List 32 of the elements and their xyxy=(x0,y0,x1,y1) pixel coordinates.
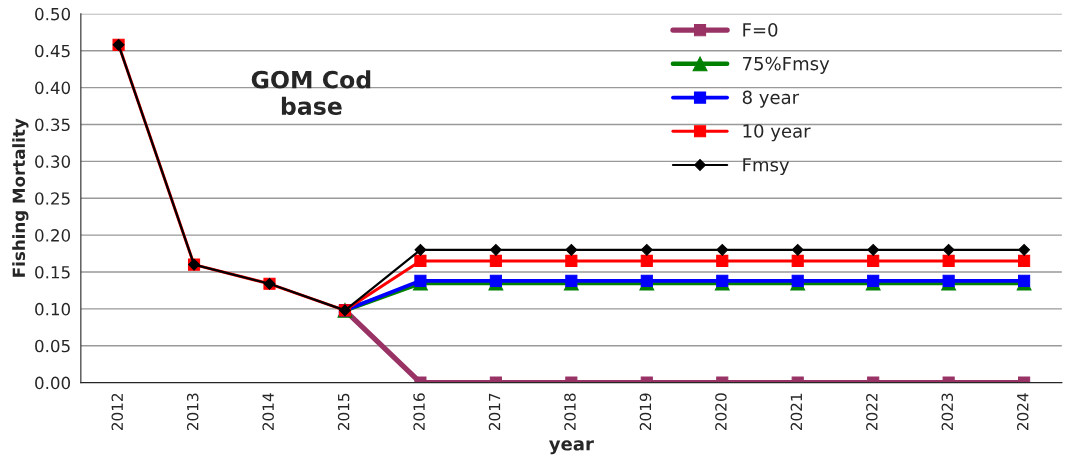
x-tick-label: 2021 xyxy=(790,393,803,431)
annotation: GOM Cod base xyxy=(251,70,371,116)
x-tick-label: 2020 xyxy=(715,393,727,431)
y-tick-label: 0.10 xyxy=(35,302,71,316)
x-tick-label: 2019 xyxy=(639,393,652,431)
legend-label: F=0 xyxy=(743,23,778,37)
x-tick-label: 2024 xyxy=(1016,393,1029,431)
x-tick-label: 2012 xyxy=(111,393,124,431)
x-tick-label: 2015 xyxy=(337,393,350,431)
x-tick-label: 2014 xyxy=(262,393,274,431)
y-tick-label: 0.45 xyxy=(35,44,70,58)
y-tick-label: 0.15 xyxy=(35,265,70,279)
y-tick-label: 0.40 xyxy=(35,81,71,95)
x-tick-label: 2018 xyxy=(564,393,576,431)
y-axis-title: Fishing Mortality xyxy=(12,118,29,277)
y-tick-label: 0.35 xyxy=(35,118,70,132)
y-tick-label: 0.25 xyxy=(35,192,70,205)
legend-label: Fmsy xyxy=(743,158,790,176)
y-tick-label: 0.00 xyxy=(35,376,71,390)
legend-label: 8 year xyxy=(742,90,800,108)
x-tick-label: 2013 xyxy=(186,393,199,431)
x-tick-label: 2016 xyxy=(413,393,425,431)
x-tick-label: 2023 xyxy=(941,393,954,431)
y-tick-label: 0.20 xyxy=(35,229,71,242)
x-tick-label: 2022 xyxy=(866,393,878,431)
legend-label: 10 year xyxy=(743,124,811,142)
y-tick-label: 0.30 xyxy=(35,155,71,168)
y-tick-label: 0.05 xyxy=(35,339,70,353)
legend-label: 75%Fmsy xyxy=(743,56,830,74)
x-tick-label: 2017 xyxy=(488,393,501,431)
y-tick-label: 0.50 xyxy=(35,7,71,21)
x-axis-title: year xyxy=(549,440,594,455)
